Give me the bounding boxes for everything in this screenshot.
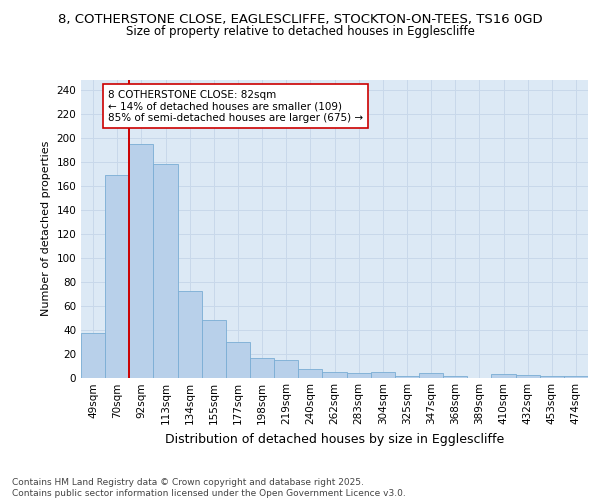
Bar bbox=[298, 369, 322, 378]
Bar bbox=[274, 360, 298, 378]
Text: Contains HM Land Registry data © Crown copyright and database right 2025.
Contai: Contains HM Land Registry data © Crown c… bbox=[12, 478, 406, 498]
Bar bbox=[322, 372, 347, 378]
Bar bbox=[371, 372, 395, 378]
Bar bbox=[129, 144, 154, 378]
Bar bbox=[564, 376, 588, 378]
Text: 8 COTHERSTONE CLOSE: 82sqm
← 14% of detached houses are smaller (109)
85% of sem: 8 COTHERSTONE CLOSE: 82sqm ← 14% of deta… bbox=[108, 90, 363, 123]
Text: 8, COTHERSTONE CLOSE, EAGLESCLIFFE, STOCKTON-ON-TEES, TS16 0GD: 8, COTHERSTONE CLOSE, EAGLESCLIFFE, STOC… bbox=[58, 12, 542, 26]
Bar bbox=[202, 320, 226, 378]
Bar bbox=[178, 291, 202, 378]
X-axis label: Distribution of detached houses by size in Egglescliffe: Distribution of detached houses by size … bbox=[165, 433, 504, 446]
Bar bbox=[226, 342, 250, 378]
Bar bbox=[443, 376, 467, 378]
Bar bbox=[540, 376, 564, 378]
Bar bbox=[154, 164, 178, 378]
Bar bbox=[491, 374, 515, 378]
Y-axis label: Number of detached properties: Number of detached properties bbox=[41, 141, 51, 316]
Bar bbox=[81, 333, 105, 378]
Text: Size of property relative to detached houses in Egglescliffe: Size of property relative to detached ho… bbox=[125, 25, 475, 38]
Bar bbox=[250, 358, 274, 378]
Bar bbox=[515, 375, 540, 378]
Bar bbox=[395, 376, 419, 378]
Bar bbox=[419, 372, 443, 378]
Bar bbox=[347, 372, 371, 378]
Bar bbox=[105, 175, 129, 378]
